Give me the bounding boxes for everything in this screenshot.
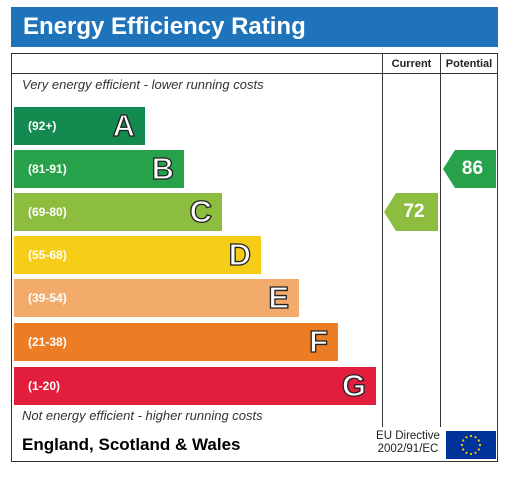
directive-line-2: 2002/91/EC	[377, 443, 439, 455]
eu-flag-icon	[446, 431, 496, 459]
band-range: (69-80)	[28, 205, 67, 219]
header-divider	[12, 73, 497, 74]
rating-band-f: (21-38) F	[14, 323, 338, 361]
bottom-note: Not energy efficient - higher running co…	[22, 408, 263, 423]
band-range: (21-38)	[28, 335, 67, 349]
band-letter: E	[268, 279, 290, 315]
rating-band-d: (55-68) D	[14, 236, 261, 274]
chart-title: Energy Efficiency Rating	[23, 13, 306, 40]
band-range: (92+)	[28, 119, 57, 133]
band-range: (81-91)	[28, 162, 67, 176]
rating-band-c: (69-80) C	[14, 193, 222, 231]
current-rating-value: 72	[403, 201, 425, 222]
band-range: (55-68)	[28, 248, 67, 262]
rating-band-e: (39-54) E	[14, 279, 299, 317]
footer: England, Scotland & Wales EU Directive 2…	[11, 427, 498, 462]
band-letter: A	[112, 107, 136, 143]
rating-table: Current Potential Very energy efficient …	[11, 53, 498, 429]
rating-band-b: (81-91) B	[14, 150, 184, 188]
band-range: (39-54)	[28, 291, 67, 305]
rating-band-a: (92+) A	[14, 107, 145, 145]
current-column-header: Current	[391, 58, 432, 70]
column-divider	[382, 54, 383, 428]
band-letter: D	[228, 236, 252, 272]
top-note: Very energy efficient - lower running co…	[22, 77, 264, 92]
band-range: (1-20)	[28, 379, 61, 393]
band-letter: F	[308, 323, 328, 359]
directive-line-1: EU Directive	[376, 430, 440, 442]
footer-region: England, Scotland & Wales	[22, 435, 241, 454]
potential-column-header: Potential	[445, 58, 493, 70]
energy-rating-chart: Energy Efficiency Rating Current Potenti…	[11, 7, 498, 462]
potential-rating-value: 86	[461, 158, 484, 179]
potential-rating-arrow: 86	[443, 150, 496, 188]
column-divider	[440, 54, 441, 428]
eu-directive: EU Directive 2002/91/EC	[373, 430, 443, 456]
band-letter: G	[341, 367, 366, 403]
band-letter: C	[189, 193, 213, 229]
rating-band-g: (1-20) G	[14, 367, 376, 405]
title-bar: Energy Efficiency Rating	[11, 7, 498, 47]
band-letter: B	[151, 150, 175, 186]
current-rating-arrow: 72	[384, 193, 438, 231]
